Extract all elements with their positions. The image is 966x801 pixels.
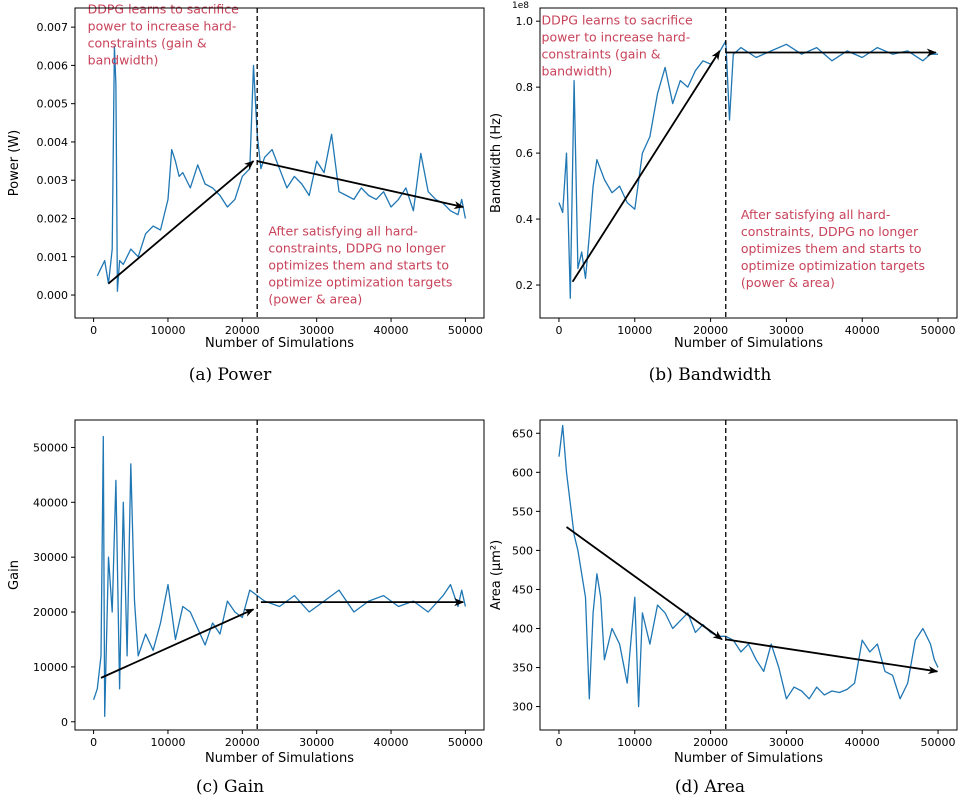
series-line xyxy=(92,435,467,717)
x-tick-label: 20000 xyxy=(225,736,260,749)
x-tick-label: 0 xyxy=(90,736,97,749)
x-tick-label: 30000 xyxy=(299,736,334,749)
y-tick-label: 450 xyxy=(512,583,533,596)
x-tick-label: 0 xyxy=(90,324,97,337)
y-tick-label: 650 xyxy=(512,427,533,440)
trend-arrow xyxy=(256,160,465,209)
y-tick-label: 550 xyxy=(512,505,533,518)
x-tick-label: 0 xyxy=(555,736,562,749)
x-tick-label: 10000 xyxy=(617,324,652,337)
chart-panel-1: DDPG learns to sacrifice power to increas… xyxy=(7,2,485,385)
x-tick-label: 40000 xyxy=(845,324,880,337)
y-offset-text: 1e8 xyxy=(512,1,529,11)
trend-arrow xyxy=(725,638,939,675)
x-tick-label: 50000 xyxy=(921,324,956,337)
y-tick-label: 0.000 xyxy=(37,289,69,302)
chart-panel-2: DDPG learns to sacrifice power to increas… xyxy=(489,1,958,385)
x-axis-label: Number of Simulations xyxy=(205,751,354,766)
x-tick-label: 10000 xyxy=(617,736,652,749)
annotation-text: DDPG learns to sacrifice power to increas… xyxy=(542,12,694,78)
trend-arrow xyxy=(566,526,723,641)
trend-arrow xyxy=(100,608,255,679)
x-tick-label: 30000 xyxy=(299,324,334,337)
y-tick-label: 20000 xyxy=(33,606,68,619)
subfigure-caption: (b) Bandwidth xyxy=(649,365,772,385)
x-tick-label: 10000 xyxy=(150,324,185,337)
y-tick-label: 1.0 xyxy=(516,15,534,28)
x-tick-label: 40000 xyxy=(845,736,880,749)
y-tick-label: 40000 xyxy=(33,496,68,509)
y-tick-label: 0.007 xyxy=(37,21,69,34)
y-tick-label: 350 xyxy=(512,662,533,675)
y-tick-label: 0.001 xyxy=(37,251,69,264)
y-axis-label: Area (μm²) xyxy=(489,540,504,610)
x-tick-label: 20000 xyxy=(693,736,728,749)
axes-frame xyxy=(539,419,958,731)
y-tick-label: 0.8 xyxy=(516,81,534,94)
x-axis-label: Number of Simulations xyxy=(205,336,354,351)
trend-arrow xyxy=(571,50,721,283)
y-tick-label: 0.002 xyxy=(37,212,69,225)
subfigure-caption: (d) Area xyxy=(675,777,745,797)
x-axis-label: Number of Simulations xyxy=(674,751,823,766)
y-tick-label: 0.4 xyxy=(516,213,534,226)
y-tick-label: 0 xyxy=(61,716,68,729)
y-tick-label: 10000 xyxy=(33,661,68,674)
chart-panel-3: 0 10000 20000 30000 40000 50000 0 10000 20000 300… xyxy=(7,419,485,797)
y-tick-label: 30000 xyxy=(33,551,68,564)
x-tick-label: 0 xyxy=(555,324,562,337)
x-tick-label: 50000 xyxy=(921,736,956,749)
x-tick-label: 40000 xyxy=(374,324,409,337)
y-axis-label: Gain xyxy=(7,560,22,590)
trend-arrow xyxy=(107,160,255,285)
axes-frame xyxy=(74,7,485,319)
series-line xyxy=(558,424,939,708)
x-tick-label: 20000 xyxy=(225,324,260,337)
y-tick-label: 0.6 xyxy=(516,147,534,160)
y-tick-label: 50000 xyxy=(33,441,68,454)
subfigure-caption: (c) Gain xyxy=(196,777,264,797)
x-tick-label: 30000 xyxy=(769,324,804,337)
chart-panel-4: 0 10000 20000 30000 40000 50000 300 350 400 450 50… xyxy=(489,419,958,797)
x-tick-label: 20000 xyxy=(693,324,728,337)
annotation-text: DDPG learns to sacrifice power to increas… xyxy=(88,2,240,68)
subfigure-caption: (a) Power xyxy=(189,365,272,385)
y-tick-label: 500 xyxy=(512,544,533,557)
y-tick-label: 0.003 xyxy=(37,174,69,187)
y-axis-label: Bandwidth (Hz) xyxy=(489,113,504,213)
y-tick-label: 600 xyxy=(512,466,533,479)
y-tick-label: 0.004 xyxy=(37,136,69,149)
y-axis-label: Power (W) xyxy=(7,130,22,196)
annotation-text: After satisfying all hard-constraints, D… xyxy=(268,224,452,307)
x-tick-label: 40000 xyxy=(374,736,409,749)
y-tick-label: 0.005 xyxy=(37,98,69,111)
annotation-text: After satisfying all hard-constraints, D… xyxy=(741,207,925,290)
series-line xyxy=(96,45,467,292)
x-tick-label: 50000 xyxy=(448,324,483,337)
axes-frame xyxy=(539,7,958,319)
x-tick-label: 30000 xyxy=(769,736,804,749)
y-tick-label: 400 xyxy=(512,622,533,635)
x-tick-label: 50000 xyxy=(448,736,483,749)
series-line xyxy=(558,40,938,299)
y-tick-label: 0.2 xyxy=(516,279,534,292)
x-axis-label: Number of Simulations xyxy=(674,336,823,351)
axes-frame xyxy=(74,419,485,731)
y-tick-label: 0.006 xyxy=(37,59,69,72)
x-tick-label: 10000 xyxy=(150,736,185,749)
y-tick-label: 300 xyxy=(512,701,533,714)
